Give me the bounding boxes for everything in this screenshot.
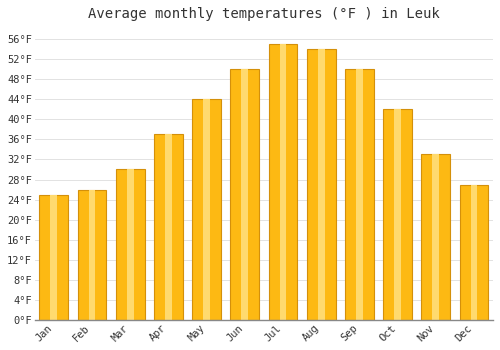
Bar: [470, 184, 478, 320]
Bar: [50, 195, 58, 320]
Bar: [268, 44, 298, 320]
Bar: [307, 49, 336, 320]
Bar: [230, 69, 259, 320]
Bar: [280, 44, 286, 320]
Bar: [383, 109, 412, 320]
Bar: [203, 99, 210, 320]
Bar: [432, 154, 439, 320]
Bar: [318, 49, 324, 320]
Bar: [88, 190, 96, 320]
Bar: [165, 134, 172, 320]
Bar: [345, 69, 374, 320]
Bar: [78, 190, 106, 320]
Bar: [394, 109, 401, 320]
Bar: [460, 184, 488, 320]
Bar: [116, 169, 144, 320]
Bar: [154, 134, 182, 320]
Bar: [356, 69, 363, 320]
Title: Average monthly temperatures (°F ) in Leuk: Average monthly temperatures (°F ) in Le…: [88, 7, 440, 21]
Bar: [40, 195, 68, 320]
Bar: [422, 154, 450, 320]
Bar: [242, 69, 248, 320]
Bar: [127, 169, 134, 320]
Bar: [192, 99, 221, 320]
